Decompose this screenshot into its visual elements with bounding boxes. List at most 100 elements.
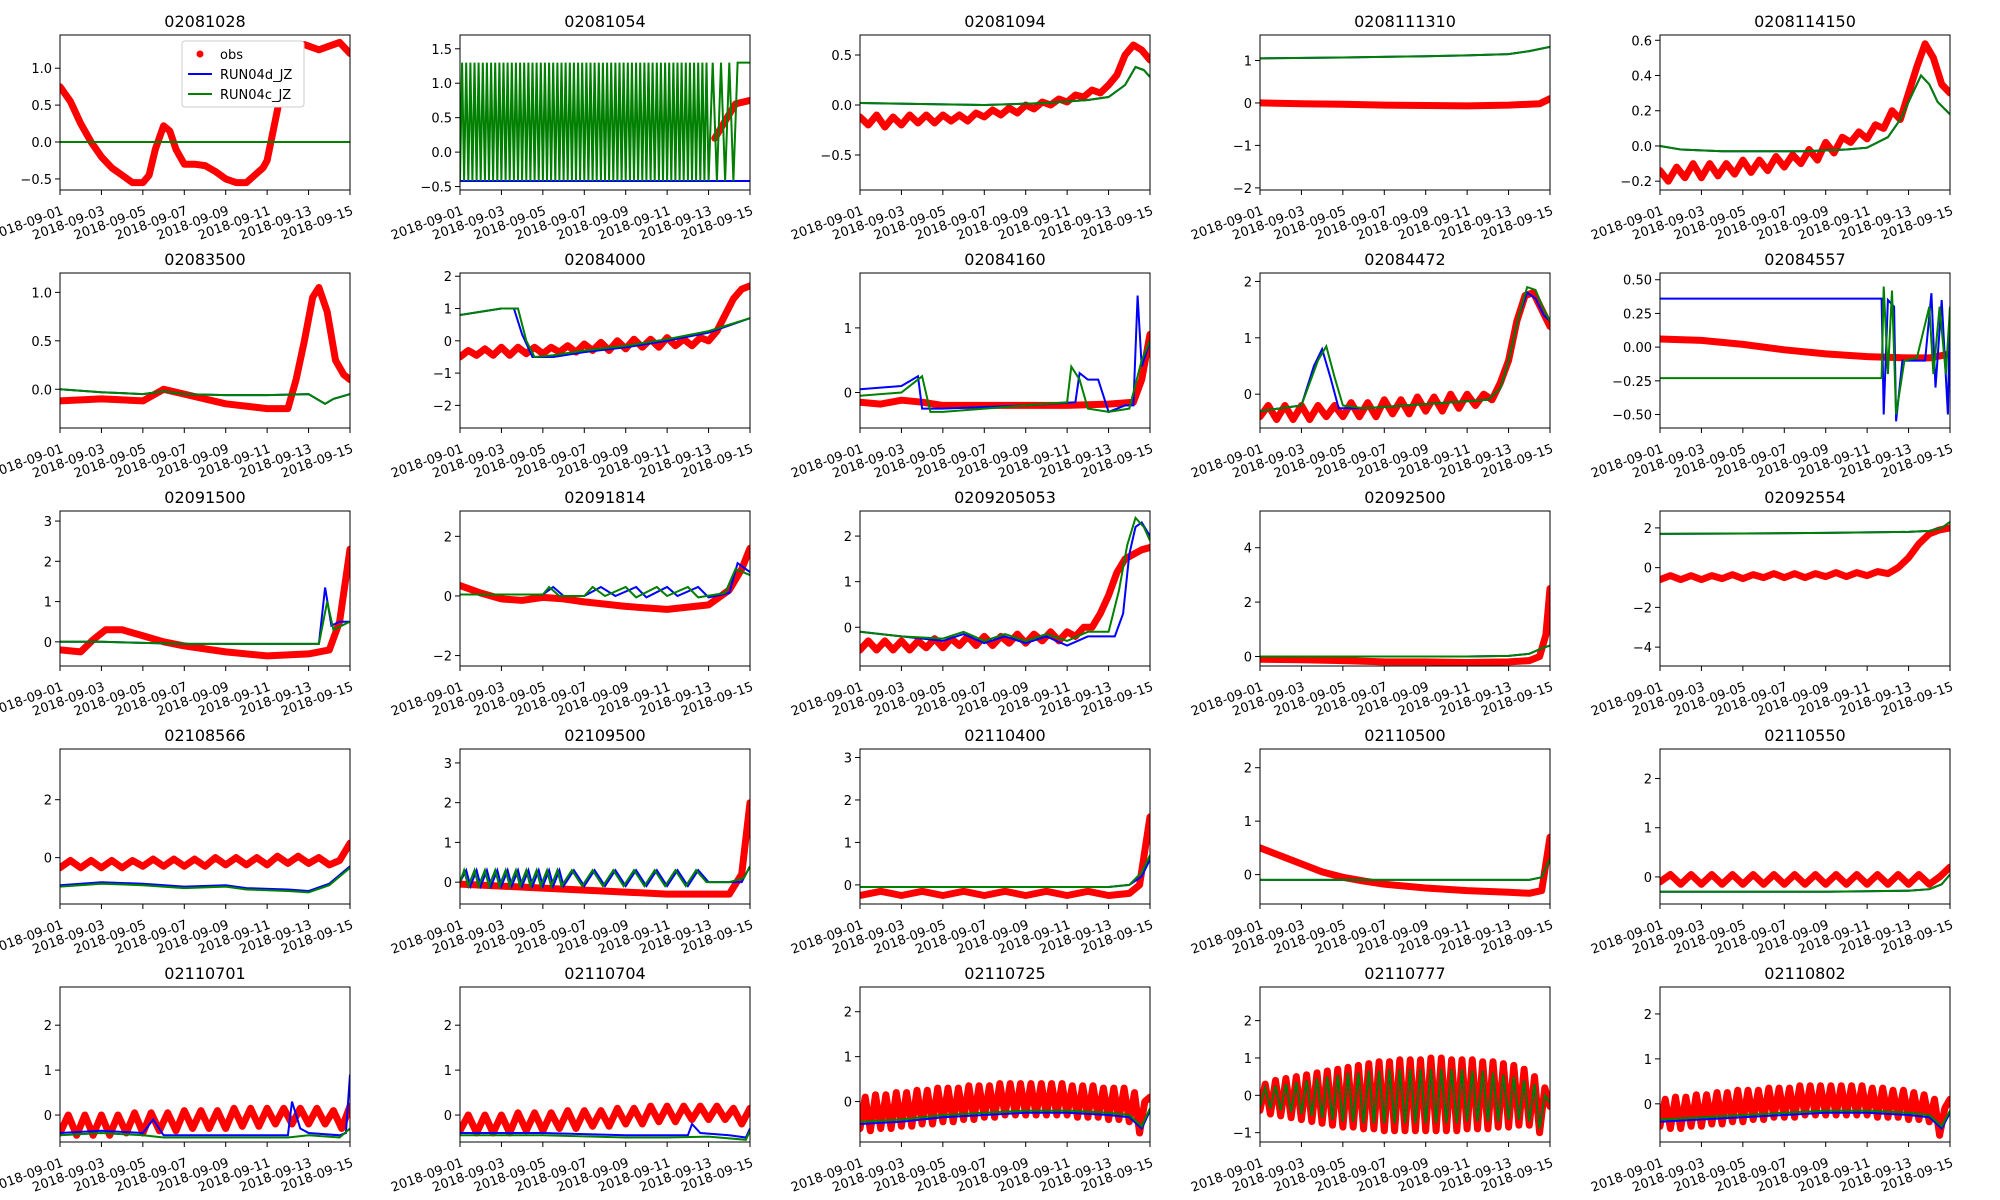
y-tick-label: 1 [844,322,852,337]
y-tick-label: 0 [844,1096,852,1111]
series-RUN04c_JZ [460,1130,750,1141]
subplot-02110500: 021105000122018-09-012018-09-032018-09-0… [1189,726,1555,958]
subplot-title: 02109500 [564,726,645,745]
plot-area [460,61,750,182]
subplot-02110725: 021107250122018-09-012018-09-032018-09-0… [789,964,1155,1196]
y-tick-label: 2 [1244,762,1252,777]
series-RUN04c_JZ [860,854,1150,888]
subplot-02110802: 021108020122018-09-012018-09-032018-09-0… [1589,964,1955,1196]
y-tick-label: 4 [1244,542,1252,557]
subplot-0208111310: 0208111310−2−1012018-09-012018-09-032018… [1189,12,1555,244]
legend-label: obs [220,48,243,63]
y-tick-label: 1 [1244,1052,1252,1067]
y-tick-label: 2 [444,530,452,545]
plot-area [1260,45,1550,110]
subplot-title: 02092500 [1364,488,1445,507]
y-tick-label: 0 [44,852,52,867]
axes-frame [859,272,1151,429]
series-obs [60,284,350,413]
subplot-02081054: 02081054−0.50.00.51.01.52018-09-012018-0… [389,12,755,244]
y-tick-label: 1.0 [31,286,52,301]
y-tick-label: 2 [1644,522,1652,537]
series-RUN04d_JZ [60,1074,350,1137]
plot-area [860,41,1150,131]
series-RUN04c_JZ [460,61,750,182]
y-tick-label: 0 [1644,1098,1652,1113]
y-tick-label: 2 [1244,1015,1252,1030]
plot-area [860,813,1150,899]
y-tick-label: 1 [444,303,452,318]
y-tick-label: 0 [1644,871,1652,886]
axes-frame [1259,986,1551,1143]
subplot-02084557: 02084557−0.50−0.250.000.250.502018-09-01… [1589,250,1955,482]
subplot-title: 0209205053 [954,488,1056,507]
series-RUN04d_JZ [460,561,750,599]
series-obs [860,544,1150,654]
y-tick-label: 2 [444,1019,452,1034]
y-tick-label: 2 [844,1006,852,1021]
y-tick-label: 0.5 [431,112,452,127]
axes-frame [1659,34,1951,191]
y-tick-label: 0.0 [1631,140,1652,155]
series-obs [1660,335,1950,362]
y-tick-label: 0 [44,1109,52,1124]
subplot-title: 02092554 [1764,488,1845,507]
axes-frame [1659,510,1951,667]
plot-area [60,1074,350,1139]
subplot-title: 02110550 [1764,726,1845,745]
plot-area [60,839,350,894]
y-tick-label: −0.50 [1612,409,1652,424]
y-tick-label: 0.5 [31,99,52,114]
plot-area [860,515,1150,654]
y-tick-label: 2 [1244,596,1252,611]
series-obs [1260,833,1550,897]
axes-frame [1659,986,1951,1143]
y-tick-label: 0 [844,879,852,894]
subplot-02110701: 021107010122018-09-012018-09-032018-09-0… [0,964,355,1196]
series-RUN04c_JZ [1660,873,1950,893]
plot-area [1660,863,1950,893]
y-tick-label: −0.5 [820,149,852,164]
y-tick-label: 2 [44,794,52,809]
y-tick-label: −0.25 [1612,375,1652,390]
y-tick-label: 0.2 [1631,105,1652,120]
subplot-title: 02110701 [164,964,245,983]
y-tick-label: 1 [444,1064,452,1079]
axes-frame [1659,748,1951,905]
y-tick-label: 0.0 [831,99,852,114]
series-RUN04c_JZ [1260,858,1550,881]
subplot-title: 02081054 [564,12,645,31]
series-RUN04d_JZ [1260,291,1550,413]
series-obs [460,544,750,613]
plot-area [460,282,750,361]
axes-frame [459,34,751,191]
subplot-02110704: 021107040122018-09-012018-09-032018-09-0… [389,964,755,1196]
series-RUN04d_JZ [860,295,1150,414]
series-RUN04d_JZ [860,520,1150,647]
legend-label: RUN04c_JZ [220,88,291,103]
series-RUN04c_JZ [860,515,1150,642]
legend: obs RUN04d_JZ RUN04c_JZ [181,40,305,108]
series-RUN04d_JZ [860,858,1150,888]
y-tick-label: 1.0 [431,77,452,92]
y-tick-label: 0.50 [1623,274,1652,289]
subplot-02084472: 020844720122018-09-012018-09-032018-09-0… [1189,250,1555,482]
y-tick-label: 0 [844,621,852,636]
y-tick-label: 0.00 [1623,341,1652,356]
plot-area [1660,1082,1950,1139]
plot-area [60,545,350,660]
series-obs [460,1102,750,1137]
y-tick-label: 0 [444,1109,452,1124]
subplot-title: 0208114150 [1754,12,1856,31]
legend-label: RUN04d_JZ [220,68,292,83]
y-tick-label: 3 [844,751,852,766]
series-obs [860,330,1150,409]
series-obs [860,1080,1150,1137]
y-tick-label: 0 [1244,869,1252,884]
axes-frame [59,34,351,191]
axes-frame [459,510,751,667]
y-tick-label: −2 [1233,182,1252,197]
subplot-02081094: 02081094−0.50.00.52018-09-012018-09-0320… [789,12,1155,244]
axes-frame [459,748,751,905]
series-obs [860,41,1150,131]
